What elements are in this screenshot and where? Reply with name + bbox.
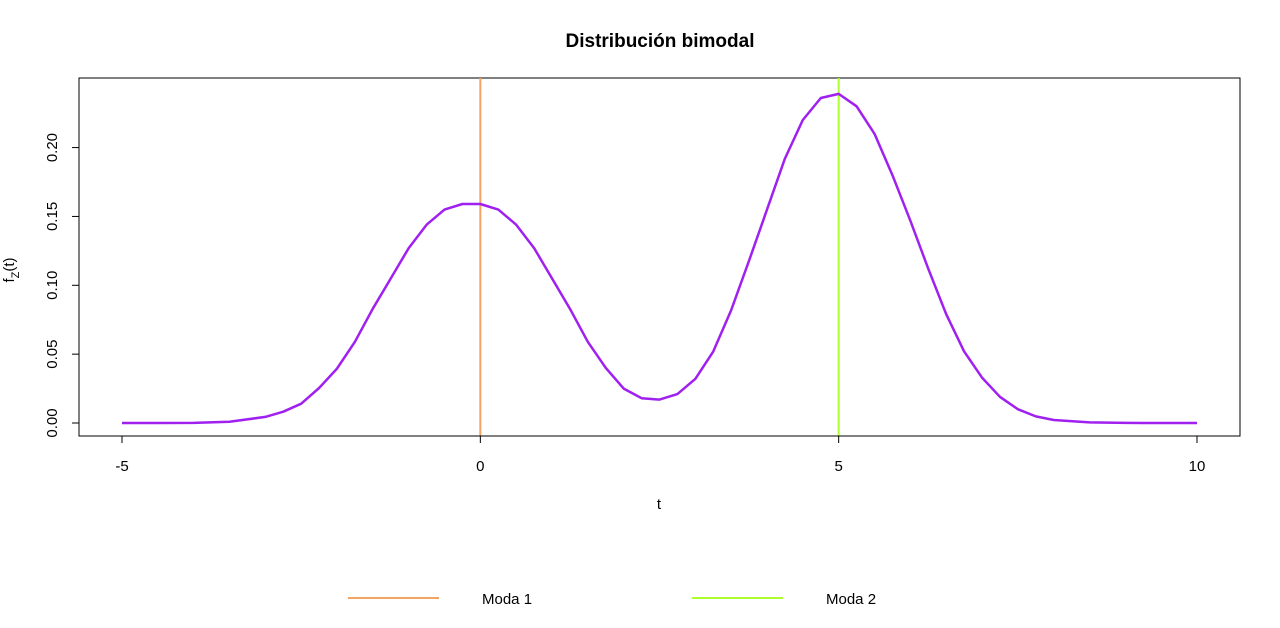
density-series — [122, 92, 1197, 425]
y-tick-label: 0.20 — [44, 133, 61, 162]
x-axis: -5 0 5 10 — [115, 435, 1206, 475]
legend-label-moda-1: Moda 1 — [482, 591, 532, 608]
density-curve-0 — [122, 92, 1197, 425]
chart-title: Distribución bimodal — [566, 31, 755, 52]
y-axis-label-base: f — [1, 278, 18, 283]
y-tick-label: 0.00 — [44, 408, 61, 437]
x-tick-label: -5 — [115, 458, 128, 475]
x-axis-label: t — [657, 496, 662, 513]
y-axis-label-rest: (t) — [1, 257, 18, 271]
y-axis-label-sub: Z — [10, 271, 22, 278]
x-tick-label: 5 — [834, 458, 842, 475]
x-tick-label: 0 — [476, 458, 484, 475]
legend-label-moda-2: Moda 2 — [826, 591, 876, 608]
y-tick-label: 0.15 — [44, 202, 61, 231]
mode-lines — [479, 78, 840, 436]
x-tick-label: 10 — [1189, 458, 1206, 475]
legend: Moda 1 Moda 2 — [348, 591, 876, 608]
y-tick-label: 0.05 — [44, 340, 61, 369]
y-tick-label: 0.10 — [44, 271, 61, 300]
plot-frame — [78, 77, 1241, 437]
y-axis-label: fZ(t) — [1, 257, 22, 282]
y-axis: 0.00 0.05 0.10 0.15 0.20 — [44, 133, 80, 438]
